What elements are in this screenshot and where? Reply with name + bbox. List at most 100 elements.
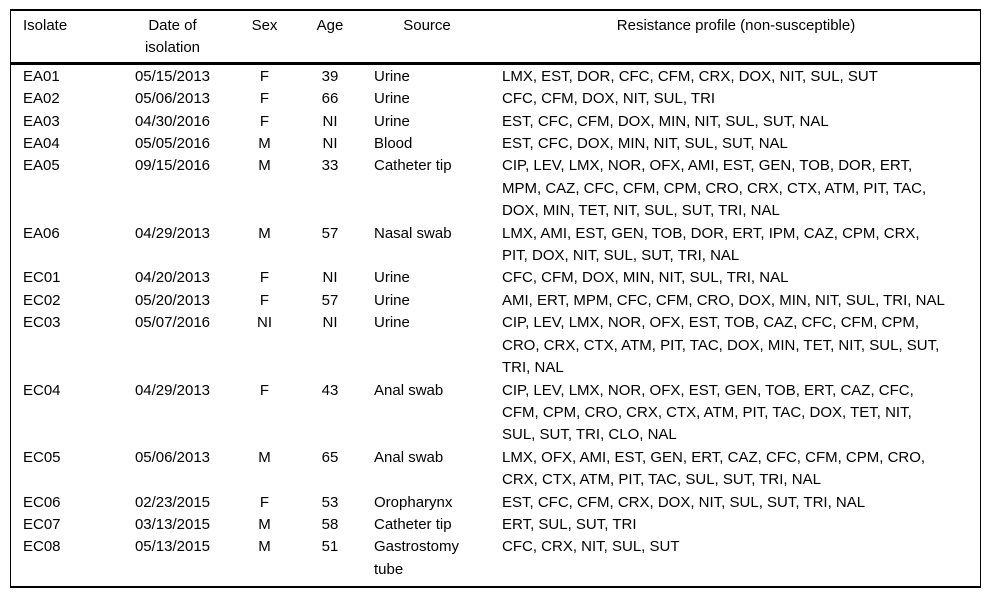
cell-date: 04/30/2016: [134, 112, 211, 130]
column-header-label: Date of isolation: [144, 17, 201, 57]
cell-source: Anal swab: [374, 448, 444, 466]
table-row: EA06 04/29/2013 M 57 Nasal swab LMX, AMI, EST…: [11, 223, 981, 268]
cell-sex: F: [259, 112, 270, 130]
cell-source: Catheter tip: [374, 515, 452, 533]
cell-source: Nasal swab: [374, 224, 452, 242]
cell-isolate: EC05: [23, 448, 61, 466]
cell-age: 57: [321, 291, 339, 309]
cell-sex: M: [258, 157, 271, 175]
isolates-table: Isolate Date of isolation Sex Age Source…: [10, 9, 981, 589]
column-header-label: Isolate: [23, 17, 68, 34]
cell-source: Urine: [374, 90, 410, 108]
document-page: Isolate Date of isolation Sex Age Source…: [10, 9, 981, 589]
table-row: EC02 05/20/2013 F 57 Urine AMI, ERT, MPM, CFC…: [11, 290, 981, 312]
cell-date: 03/13/2015: [134, 515, 211, 533]
cell-age: 58: [321, 515, 339, 533]
table-header: Isolate Date of isolation Sex Age Source…: [10, 10, 981, 65]
column-header-label: Source: [403, 17, 451, 34]
cell-profile: CFC, CFM, DOX, MIN, NIT, SUL, TRI, NAL: [502, 269, 789, 287]
cell-source: Blood: [374, 135, 413, 153]
cell-source: Catheter tip: [374, 157, 452, 175]
column-header-sex: Sex: [231, 10, 298, 65]
table-row: EC07 03/13/2015 M 58 Catheter tip ERT, SUL, S…: [11, 514, 981, 536]
table-row: EA03 04/30/2016 F NI Urine EST, CFC, CFM, DOX…: [11, 111, 981, 133]
cell-isolate: EA03: [23, 112, 60, 130]
table-row: EA05 09/15/2016 M 33 Catheter tip CIP, LEV, L…: [11, 155, 981, 222]
cell-age: 65: [321, 448, 339, 466]
cell-isolate: EC03: [23, 314, 61, 332]
cell-sex: M: [258, 224, 271, 242]
cell-source: Urine: [374, 314, 410, 332]
cell-isolate: EA06: [23, 224, 60, 242]
cell-date: 05/07/2016: [134, 314, 211, 332]
cell-sex: F: [259, 493, 270, 511]
cell-sex: M: [258, 538, 271, 556]
cell-age: 43: [321, 381, 339, 399]
cell-sex: M: [258, 448, 271, 466]
column-header-label: Sex: [251, 17, 278, 34]
cell-date: 05/05/2016: [134, 135, 211, 153]
cell-sex: M: [258, 515, 271, 533]
cell-date: 09/15/2016: [134, 157, 211, 175]
cell-date: 02/23/2015: [134, 493, 211, 511]
cell-sex: F: [259, 90, 270, 108]
cell-date: 04/29/2013: [134, 224, 211, 242]
cell-sex: M: [258, 135, 271, 153]
cell-age: 51: [321, 538, 339, 556]
cell-source: Urine: [374, 269, 410, 287]
table-row: EA01 05/15/2013 F 39 Urine LMX, EST, DOR, CFC…: [11, 63, 981, 88]
table-row: EA02 05/06/2013 F 66 Urine CFC, CFM, DOX, NIT…: [11, 88, 981, 110]
cell-profile: LMX, OFX, AMI, EST, GEN, ERT, CAZ, CFC, …: [502, 448, 926, 489]
column-header-label: Resistance profile (non-susceptible): [616, 17, 856, 34]
cell-date: 05/06/2013: [134, 448, 211, 466]
cell-source: Urine: [374, 67, 410, 85]
cell-age: 39: [321, 67, 339, 85]
column-header-label: Age: [316, 17, 344, 34]
header-row: Isolate Date of isolation Sex Age Source…: [10, 10, 981, 65]
table-row: EA04 05/05/2016 M NI Blood EST, CFC, DOX, MIN…: [11, 133, 981, 155]
cell-sex: F: [259, 381, 270, 399]
table-row: EC05 05/06/2013 M 65 Anal swab LMX, OFX, AMI,…: [11, 447, 981, 492]
cell-sex: F: [259, 291, 270, 309]
cell-date: 05/20/2013: [134, 291, 211, 309]
cell-profile: LMX, EST, DOR, CFC, CFM, CRX, DOX, NIT, …: [502, 67, 878, 85]
cell-age: NI: [322, 314, 338, 332]
cell-profile: AMI, ERT, MPM, CFC, CFM, CRO, DOX, MIN, …: [502, 291, 945, 309]
cell-isolate: EA01: [23, 67, 60, 85]
cell-profile: CFC, CFM, DOX, NIT, SUL, TRI: [502, 90, 716, 108]
cell-profile: CIP, LEV, LMX, NOR, OFX, EST, TOB, CAZ, …: [502, 314, 940, 377]
cell-source: Urine: [374, 291, 410, 309]
table-body: EA01 05/15/2013 F 39 Urine LMX, EST, DOR, CFC…: [11, 63, 981, 587]
cell-age: 66: [321, 90, 339, 108]
cell-isolate: EC04: [23, 381, 61, 399]
cell-date: 05/06/2013: [134, 90, 211, 108]
cell-sex: NI: [257, 314, 272, 332]
cell-age: 57: [321, 224, 339, 242]
cell-isolate: EC02: [23, 291, 61, 309]
cell-profile: EST, CFC, CFM, CRX, DOX, NIT, SUL, SUT, …: [502, 493, 866, 511]
table-row: EC03 05/07/2016 NI NI Urine CIP, LEV, LMX, NO…: [11, 312, 981, 379]
cell-date: 05/15/2013: [134, 67, 211, 85]
cell-profile: CFC, CRX, NIT, SUL, SUT: [502, 538, 680, 556]
cell-source: Gastrostomy tube: [374, 538, 460, 578]
cell-profile: CIP, LEV, LMX, NOR, OFX, EST, GEN, TOB, …: [502, 381, 914, 444]
cell-date: 04/29/2013: [134, 381, 211, 399]
cell-profile: CIP, LEV, LMX, NOR, OFX, AMI, EST, GEN, …: [502, 157, 927, 220]
cell-age: NI: [322, 269, 338, 287]
cell-age: NI: [322, 112, 338, 130]
cell-source: Urine: [374, 112, 410, 130]
table-row: EC08 05/13/2015 M 51 Gastrostomy tube CFC, CR…: [11, 536, 981, 587]
cell-sex: F: [259, 269, 270, 287]
cell-profile: EST, CFC, DOX, MIN, NIT, SUL, SUT, NAL: [502, 135, 788, 153]
cell-age: NI: [322, 135, 338, 153]
cell-date: 04/20/2013: [134, 269, 211, 287]
cell-sex: F: [259, 67, 270, 85]
cell-isolate: EC08: [23, 538, 61, 556]
cell-isolate: EC06: [23, 493, 61, 511]
cell-isolate: EA02: [23, 90, 60, 108]
cell-isolate: EC01: [23, 269, 61, 287]
column-header-resistance-profile: Resistance profile (non-susceptible): [492, 10, 981, 65]
column-header-isolate: Isolate: [10, 10, 114, 65]
cell-source: Anal swab: [374, 381, 444, 399]
table-row: EC04 04/29/2013 F 43 Anal swab CIP, LEV, LMX,…: [11, 380, 981, 447]
